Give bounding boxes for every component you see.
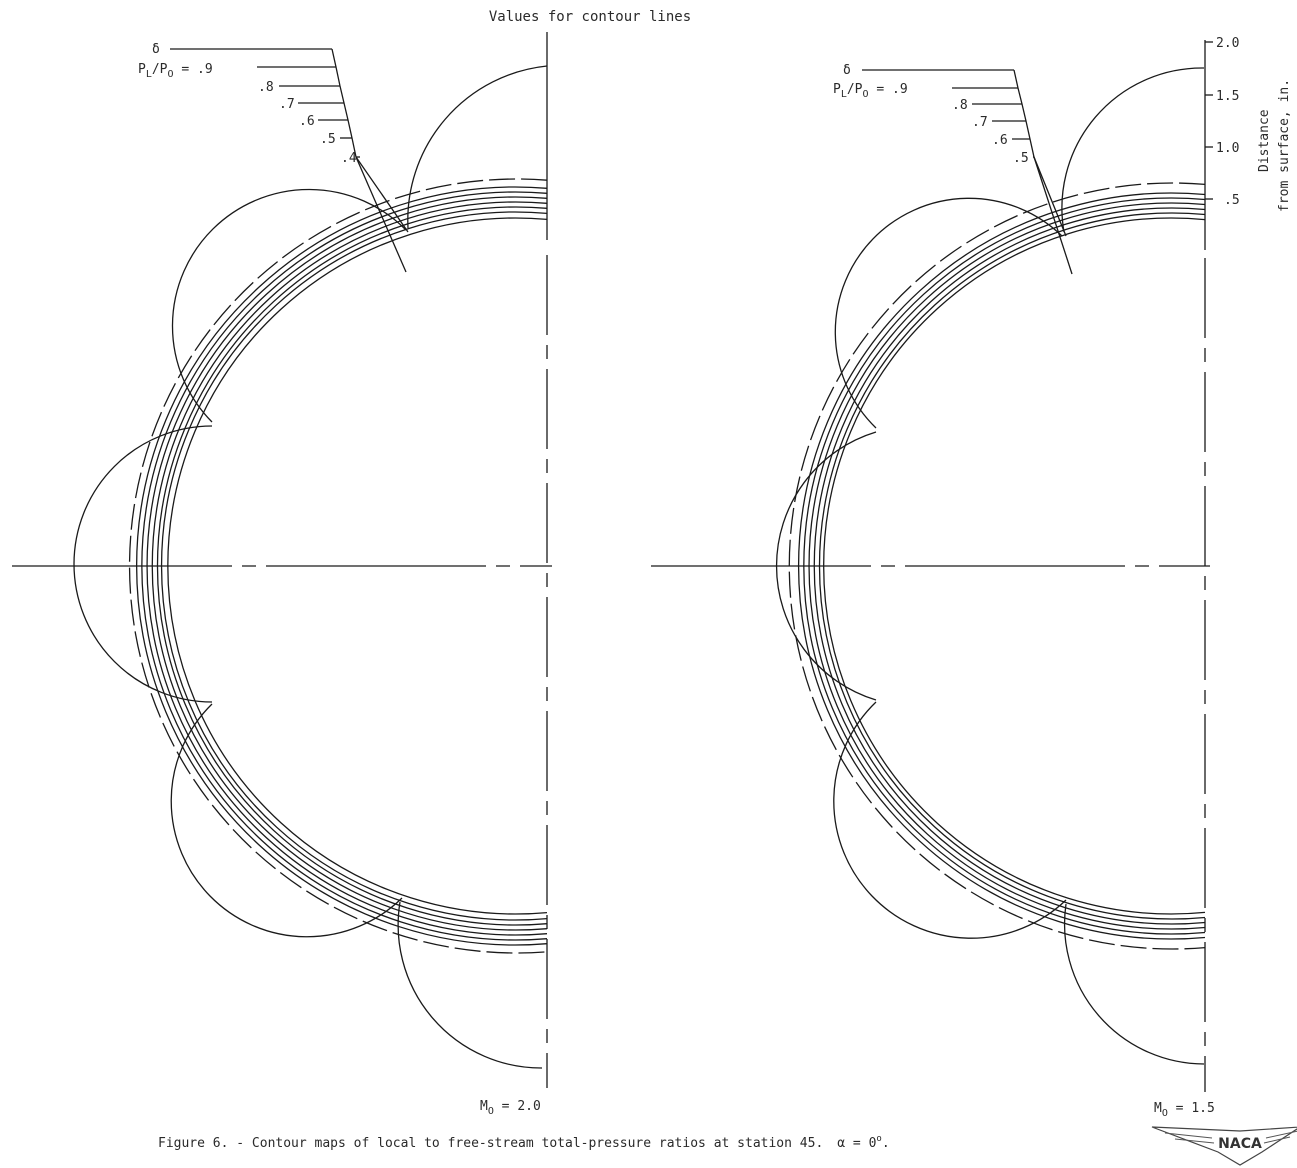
figure-caption: Figure 6. - Contour maps of local to fre…	[158, 1134, 890, 1151]
left-contour-ring	[156, 206, 548, 926]
left-legend-value-7: .7	[279, 97, 295, 112]
scale-label-1-5: 1.5	[1216, 89, 1239, 104]
left-leader-spine	[331, 48, 409, 233]
right-legend-delta: δ	[843, 63, 851, 78]
left-mach-label: MO = 2.0	[480, 1099, 541, 1117]
right-legend-value-8: .8	[952, 98, 968, 113]
left-legend-value-5: .5	[320, 132, 336, 147]
left-legend-value-6: .6	[299, 114, 315, 129]
right-mach-label: MO = 1.5	[1154, 1101, 1215, 1119]
right-contour-ring	[808, 202, 1206, 930]
right-contour-rings	[788, 182, 1206, 950]
right-contour-ring	[798, 192, 1206, 940]
scale-title-line2: from surface, in.	[1277, 79, 1292, 212]
left-leader-spine-inner	[355, 156, 407, 273]
right-legend-value-6: .6	[992, 133, 1008, 148]
left-lobe-bottom	[397, 901, 543, 1069]
left-legend-value-4: .4	[341, 151, 357, 166]
right-legend-ratio: PL/PO = .9	[833, 82, 908, 100]
right-lobe-bottom	[1063, 903, 1205, 1065]
scale-label-0-5: .5	[1224, 193, 1240, 208]
left-contour-ring	[141, 191, 548, 941]
right-contour-ring	[823, 217, 1206, 915]
right-contour-ring	[788, 182, 1206, 950]
scale-title-line1: Distance	[1257, 109, 1272, 172]
naca-feathers	[1164, 1130, 1297, 1144]
naca-logo-text: NACA	[1218, 1136, 1262, 1152]
right-contour-ring	[803, 197, 1206, 935]
right-lobe-top	[1061, 67, 1205, 233]
right-legend: δ PL/PO = .9 .8 .7 .6 .5	[833, 63, 1073, 275]
naca-logo: NACA	[1151, 1126, 1297, 1166]
naca-wings	[1151, 1126, 1297, 1166]
left-contour-ring	[128, 178, 548, 954]
right-lobe-lower	[833, 701, 1067, 939]
left-contour-ring	[135, 186, 548, 946]
left-contour-rings	[128, 178, 548, 954]
figure-header: Values for contour lines	[489, 9, 691, 25]
left-lobe-lower	[170, 703, 403, 938]
left-legend: δ PL/PO = .9 .8 .7 .6 .5 .4	[138, 42, 409, 273]
left-contour-ring	[167, 217, 548, 915]
right-panel: δ PL/PO = .9 .8 .7 .6 .5 2.0 1.5 1.0 .5 …	[651, 36, 1292, 1119]
scale-label-2-0: 2.0	[1216, 36, 1239, 51]
left-contour-ring	[160, 211, 548, 921]
right-contour-ring	[813, 207, 1206, 925]
left-legend-delta: δ	[152, 42, 160, 57]
right-leader-spine-inner	[1033, 156, 1073, 275]
right-legend-value-7: .7	[972, 115, 988, 130]
right-lobe-middle	[775, 431, 877, 701]
right-lobe-upper	[834, 197, 1063, 429]
left-panel: δ PL/PO = .9 .8 .7 .6 .5 .4 MO = 2.0	[12, 32, 552, 1117]
left-contour-ring	[151, 201, 548, 931]
left-lobe-middle	[73, 425, 213, 703]
left-lobe-top	[407, 65, 548, 229]
left-legend-ratio: PL/PO = .9	[138, 62, 213, 80]
scale-label-1-0: 1.0	[1216, 141, 1239, 156]
right-contour-ring	[818, 212, 1206, 920]
left-contour-ring	[146, 196, 548, 936]
left-legend-value-8: .8	[258, 80, 274, 95]
right-legend-value-5: .5	[1013, 151, 1029, 166]
left-lobe-upper	[171, 188, 407, 423]
